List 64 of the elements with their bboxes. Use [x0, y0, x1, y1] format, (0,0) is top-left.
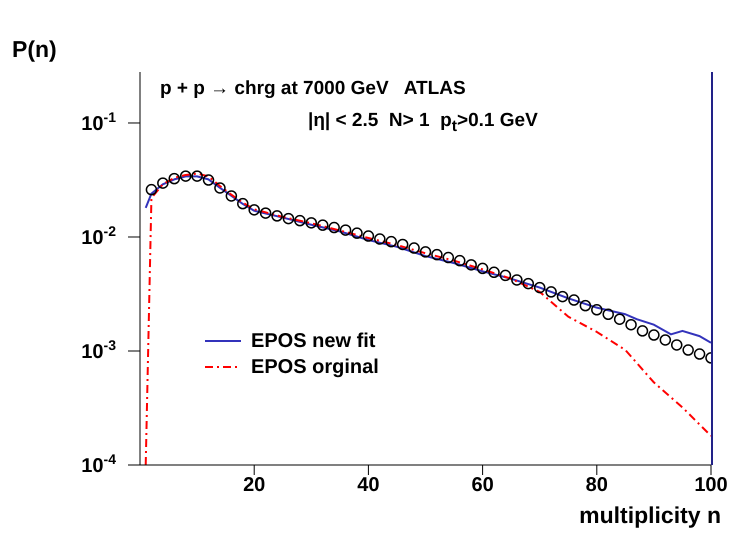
point	[168, 172, 180, 184]
x-tick-label: 100	[694, 474, 728, 496]
y-tick-label: 10$^{-3}$	[81, 336, 116, 363]
y-tick-label: 10$^{-2}$	[81, 222, 116, 249]
legend-label: EPOS new fit	[251, 330, 376, 352]
point	[568, 294, 580, 306]
y-tick-label: 10$^{-1}$	[81, 108, 116, 135]
point	[500, 270, 512, 282]
x-axis-title: multiplicity n	[579, 502, 721, 529]
point	[226, 190, 238, 202]
x-tick-label: 80	[586, 474, 608, 496]
point	[442, 252, 454, 264]
point	[511, 274, 523, 286]
point	[294, 214, 306, 226]
x-tick-label: 20	[243, 474, 266, 496]
point	[420, 246, 432, 258]
point	[636, 325, 648, 337]
point	[556, 290, 568, 302]
x-tick-label: 40	[357, 474, 380, 496]
point	[465, 259, 477, 271]
point	[191, 170, 203, 182]
point	[625, 318, 637, 330]
point	[648, 329, 660, 341]
point	[340, 224, 352, 236]
point	[237, 198, 249, 210]
point	[591, 304, 603, 316]
point	[602, 308, 614, 320]
point	[614, 313, 626, 325]
point	[271, 210, 283, 222]
point	[534, 282, 546, 294]
point	[545, 286, 557, 298]
point	[522, 278, 534, 290]
text: |η| < 2.5 N> 1 p$_{t}$>0.1 GeV	[308, 110, 538, 136]
point	[431, 248, 443, 260]
point	[454, 254, 466, 266]
point	[316, 219, 328, 231]
point	[374, 233, 386, 245]
point	[670, 339, 682, 351]
x-tick-label: 60	[471, 474, 494, 496]
point	[282, 212, 294, 224]
point	[306, 217, 318, 229]
point	[660, 334, 672, 346]
point	[580, 300, 592, 312]
point	[146, 184, 158, 196]
point	[248, 204, 260, 216]
point	[157, 177, 169, 189]
chart-title: p + p → chrg at 7000 GeV ATLAS	[160, 78, 466, 100]
point	[214, 182, 226, 194]
point	[396, 238, 408, 250]
point	[488, 266, 500, 278]
point	[385, 236, 397, 248]
point	[362, 230, 374, 242]
y-axis-title: P(n)	[12, 36, 57, 63]
point	[694, 348, 706, 360]
point	[180, 170, 192, 182]
point	[476, 262, 488, 274]
y-tick-label: 10$^{-4}$	[81, 451, 116, 477]
legend-label: EPOS orginal	[251, 356, 379, 378]
point	[328, 222, 340, 234]
point	[408, 242, 420, 254]
point	[351, 227, 363, 239]
point	[260, 207, 272, 219]
point	[682, 344, 694, 356]
point	[202, 174, 214, 186]
